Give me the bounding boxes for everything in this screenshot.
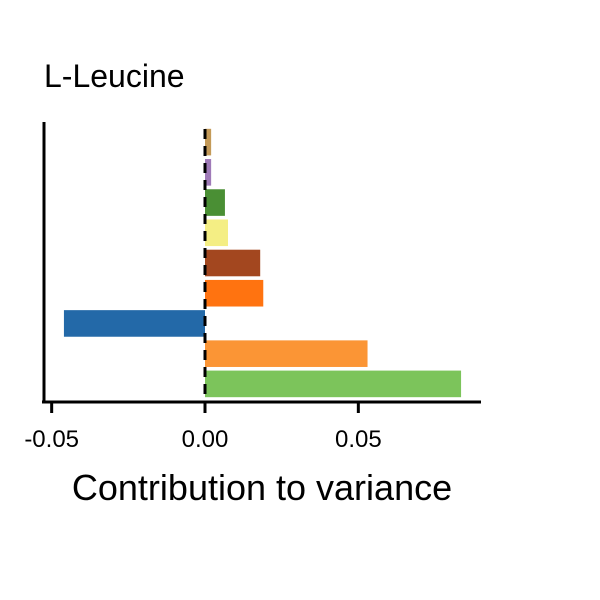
bars-layer xyxy=(63,128,462,398)
bar-8 xyxy=(205,340,368,367)
x-tick-label: 0.05 xyxy=(335,426,382,453)
bar-9 xyxy=(205,370,462,398)
x-tick-label: -0.05 xyxy=(24,426,79,453)
bar-7 xyxy=(63,310,205,337)
x-tick-label: 0.00 xyxy=(182,426,229,453)
x-axis-label: Contribution to variance xyxy=(72,467,452,508)
chart-title: L-Leucine xyxy=(44,58,185,94)
bar-5 xyxy=(205,249,261,277)
bar-3 xyxy=(205,189,225,216)
x-ticks-layer: -0.05 0.00 0.05 xyxy=(24,402,382,453)
bar-2 xyxy=(205,159,212,186)
bar-1 xyxy=(205,128,212,156)
bar-4 xyxy=(205,219,228,247)
bar-6 xyxy=(205,279,264,307)
